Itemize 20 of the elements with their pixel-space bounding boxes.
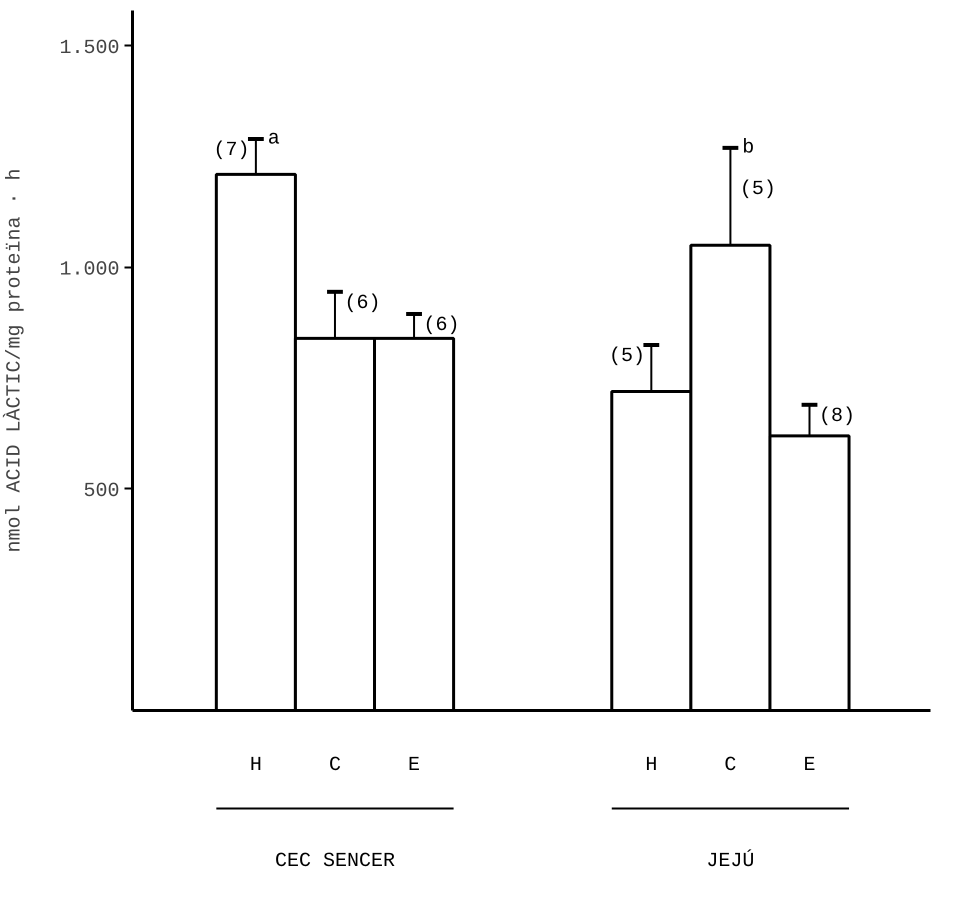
- annotation: (7): [214, 138, 250, 162]
- y-tick-label: 1.500: [59, 36, 120, 60]
- annotation: b: [742, 136, 754, 160]
- text: CEC SENCER: [274, 850, 395, 873]
- y-tick-label: 1.000: [59, 258, 120, 282]
- x-tick-label: E: [408, 754, 420, 777]
- y-tick-label: 500: [83, 480, 120, 503]
- annotation: (6): [344, 292, 380, 315]
- x-tick-label: C: [724, 754, 736, 777]
- x-tick-label: H: [645, 754, 658, 777]
- x-tick-label: E: [803, 754, 816, 777]
- x-tick-label: C: [328, 754, 341, 777]
- x-tick-label: H: [250, 754, 262, 777]
- annotation: a: [268, 127, 280, 150]
- annotation: (5): [740, 178, 776, 201]
- annotation: (5): [608, 344, 645, 368]
- annotation: (6): [424, 314, 460, 337]
- y-axis-title: nmol ACID LÀCTIC/mg proteïna · h: [2, 168, 26, 553]
- annotation: (8): [818, 404, 855, 428]
- text: JEJÚ: [706, 848, 754, 873]
